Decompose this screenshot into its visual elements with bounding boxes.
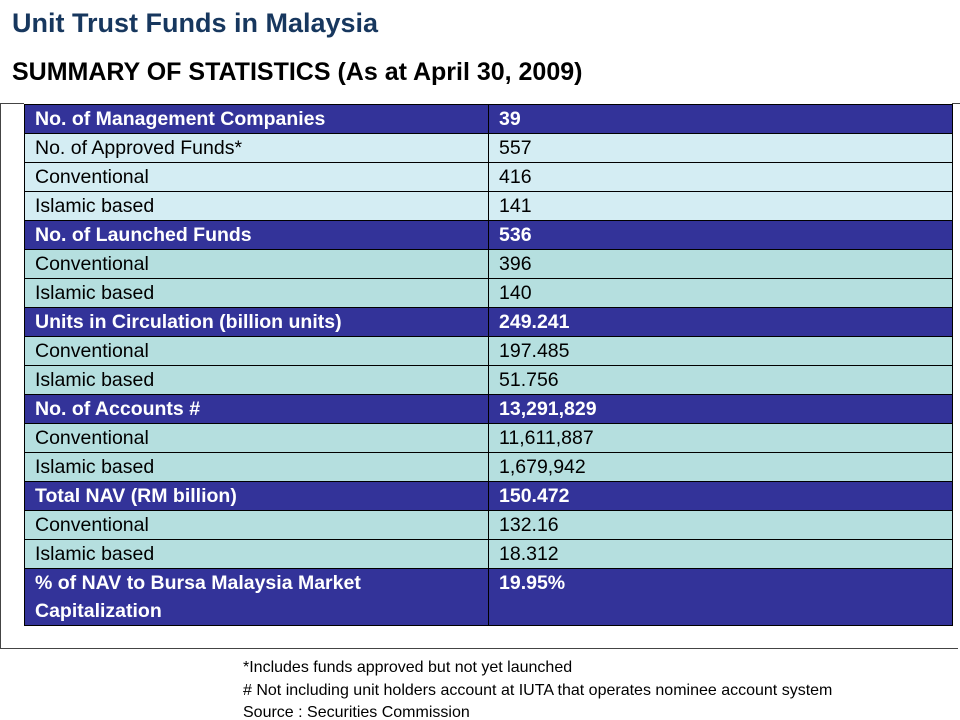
table-row: No. of Launched Funds 536 [24,220,953,250]
table-row: Islamic based 1,679,942 [24,452,953,482]
row-label: Islamic based [24,365,489,395]
row-value: 140 [488,278,953,308]
row-value: 416 [488,162,953,192]
footnote: Source : Securities Commission [243,704,470,720]
row-label: Total NAV (RM billion) [24,481,489,511]
table-row: Conventional 11,611,887 [24,423,953,453]
row-label: Conventional [24,249,489,279]
frame [952,103,960,104]
table-row: Conventional 132.16 [24,510,953,540]
row-value: 1,679,942 [488,452,953,482]
table-row: Islamic based 140 [24,278,953,308]
row-label: No. of Management Companies [24,104,489,134]
row-value: 396 [488,249,953,279]
title: Unit Trust Funds in Malaysia [12,8,379,38]
table-row: Islamic based 18.312 [24,539,953,569]
frame [0,103,24,104]
row-label: No. of Accounts # [24,394,489,424]
row-value: 150.472 [488,481,953,511]
table-row: No. of Approved Funds* 557 [24,133,953,163]
row-value: 141 [488,191,953,221]
row-value: 18.312 [488,539,953,569]
footnote: *Includes funds approved but not yet lau… [243,659,573,676]
row-value: 51.756 [488,365,953,395]
row-value: 536 [488,220,953,250]
row-label: % of NAV to Bursa Malaysia Market Capita… [24,568,489,626]
table-row: Conventional 396 [24,249,953,279]
row-value: 197.485 [488,336,953,366]
row-label: Conventional [24,162,489,192]
table-row: % of NAV to Bursa Malaysia Market Capita… [24,568,953,626]
table-row: Conventional 416 [24,162,953,192]
table-row: Islamic based 141 [24,191,953,221]
table-row: No. of Accounts #13,291,829 [24,394,953,424]
row-value: 39 [488,104,953,134]
subtitle: SUMMARY OF STATISTICS (As at April 30, 2… [12,58,583,86]
row-value: 13,291,829 [488,394,953,424]
row-value: 11,611,887 [488,423,953,453]
row-value: 557 [488,133,953,163]
row-label: Conventional [24,423,489,453]
row-value: 19.95% [488,568,953,626]
row-label: Conventional [24,510,489,540]
row-label: Islamic based [24,452,489,482]
row-label: No. of Approved Funds* [24,133,489,163]
row-label: Conventional [24,336,489,366]
footnote: # Not including unit holders account at … [243,681,833,699]
table-row: Islamic based 51.756 [24,365,953,395]
row-value: 249.241 [488,307,953,337]
table-row: Conventional 197.485 [24,336,953,366]
frame [0,103,958,649]
row-label: Islamic based [24,539,489,569]
row-label: Islamic based [24,191,489,221]
row-label: No. of Launched Funds [24,220,489,250]
table-row: No. of Management Companies 39 [24,104,953,134]
table-row: Total NAV (RM billion) 150.472 [24,481,953,511]
row-value: 132.16 [488,510,953,540]
row-label: Units in Circulation (billion units) [24,307,489,337]
row-label: Islamic based [24,278,489,308]
table-row: Units in Circulation (billion units) 249.… [24,307,953,337]
footnotes: *Includes funds approved but not yet lau… [243,657,832,720]
statistics-table: No. of Management Companies 39 No. of Appr… [24,104,953,626]
